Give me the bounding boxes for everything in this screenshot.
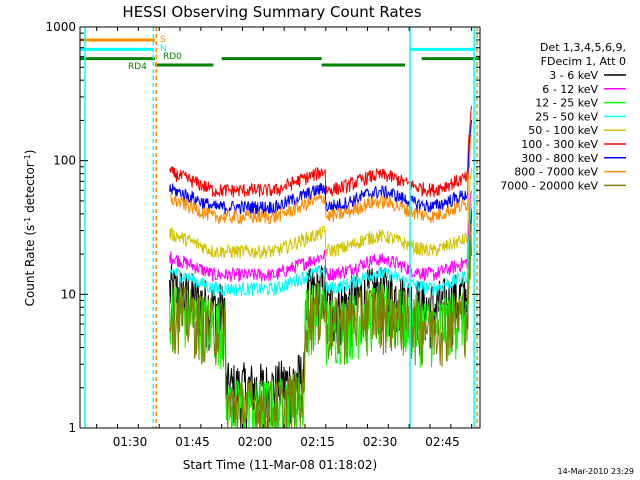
y-axis: 1 10 100 1000 [45,20,480,435]
band-label-n: N [160,44,167,54]
y-tick-label: 100 [53,154,76,168]
y-tick-label: 1 [68,421,76,435]
x-tick-label: 01:45 [175,435,210,449]
plot-frame [79,26,481,429]
legend-entry-6: 100 - 300 keV [521,138,598,151]
legend-entry-1: 3 - 6 keV [549,69,598,82]
y-axis-label-end: ) [23,150,37,155]
series-line-4 [169,203,472,297]
timestamp: 14-Mar-2010 23:29 [558,467,635,476]
y-axis-label-main: Count Rate (s [23,225,37,307]
legend-header-line1: Det 1,3,4,5,6,9, [540,41,626,54]
series-line-2 [169,190,472,283]
legend-entry-5: 50 - 100 keV [528,124,598,137]
band-label-rd4: RD4 [128,62,147,72]
series-line-7 [169,119,472,216]
x-tick-label: 02:30 [363,435,398,449]
plot-series-group [80,27,480,428]
x-tick-label: 02:15 [300,435,335,449]
x-tick-label: 02:00 [238,435,273,449]
legend-entry-7: 300 - 800 keV [521,152,598,165]
y-tick-label: 1000 [45,20,76,34]
legend-entry-9: 7000 - 20000 keV [500,179,598,192]
band-label-rd0: RD0 [163,52,182,62]
series-line-5 [169,167,472,260]
series-line-9 [169,223,472,428]
legend-entry-4: 25 - 50 keV [535,110,598,123]
y-axis-label-sup1: -1 [23,217,32,225]
x-axis-label: Start Time (11-Mar-08 01:18:02) [183,458,377,472]
legend-entry-8: 800 - 7000 keV [514,166,598,179]
y-tick-label: 10 [61,287,76,301]
y-axis-label: Count Rate (s-1 detector-1) [23,150,38,307]
band-label-s: S [160,35,166,45]
legend-entry-3: 12 - 25 keV [535,97,598,110]
y-axis-label-mid: detector [23,162,37,217]
series-line-8 [169,134,472,226]
x-tick-label: 01:30 [113,435,148,449]
legend: Det 1,3,4,5,6,9, FDecim 1, Att 0 3 - 6 k… [500,41,626,192]
chart-title: HESSI Observing Summary Count Rates [122,3,421,21]
x-axis: 01:30 01:45 02:00 02:15 02:30 02:45 [96,27,473,449]
x-tick-label: 02:45 [425,435,460,449]
legend-header-line2: FDecim 1, Att 0 [541,55,626,68]
y-axis-label-sup2: -1 [23,154,32,162]
series-line-6 [169,105,472,198]
legend-entry-2: 6 - 12 keV [542,83,598,96]
